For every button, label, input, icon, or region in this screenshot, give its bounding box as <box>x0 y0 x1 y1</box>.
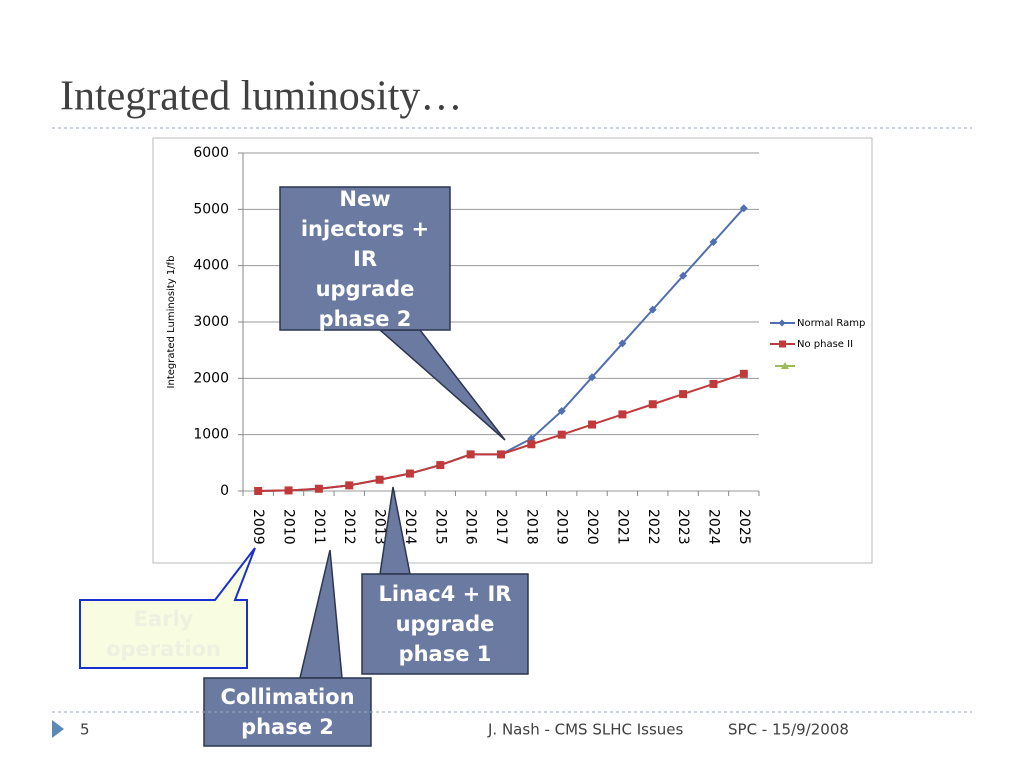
callout-text: Linac4 + IR upgrade phase 1 <box>378 582 512 666</box>
callout-text: Early operation <box>106 607 221 661</box>
y-tick-label: 1000 <box>193 427 229 443</box>
chart-frame <box>152 137 873 564</box>
x-tick-label: 2023 <box>675 509 691 545</box>
point-marker <box>679 390 688 399</box>
x-tick-label: 2021 <box>614 509 630 545</box>
point-marker <box>314 484 323 493</box>
point-marker <box>497 450 505 459</box>
footer-date: SPC - 15/9/2008 <box>728 721 849 739</box>
point-marker <box>588 420 597 429</box>
callout-box <box>279 186 451 331</box>
slide-title: Integrated luminosity… <box>60 74 462 120</box>
y-tick-label: 4000 <box>193 258 229 274</box>
y-tick-label: 6000 <box>193 145 229 161</box>
callout-tail <box>299 549 343 679</box>
point-marker <box>254 487 263 495</box>
callout-box <box>361 573 529 675</box>
callout-box <box>79 547 256 669</box>
point-marker <box>588 373 597 382</box>
point-marker <box>466 450 475 459</box>
point-marker <box>375 475 384 484</box>
point-marker <box>648 400 657 409</box>
point-marker <box>527 440 536 449</box>
point-marker <box>679 271 688 280</box>
legend-label: No phase II <box>797 339 853 350</box>
point-marker <box>557 430 566 439</box>
x-tick-label: 2017 <box>493 509 509 545</box>
point-marker <box>739 369 748 378</box>
x-tick-label: 2011 <box>311 509 327 545</box>
point-marker <box>739 204 748 213</box>
legend-marker <box>779 340 786 348</box>
x-tick-label: 2025 <box>736 509 752 545</box>
legend-marker <box>778 319 786 327</box>
point-marker <box>709 379 718 388</box>
x-tick-label: 2016 <box>463 509 479 545</box>
page-number: 5 <box>80 721 90 739</box>
point-marker <box>284 486 293 495</box>
footer-author: J. Nash - CMS SLHC Issues <box>487 721 684 739</box>
x-tick-label: 2024 <box>705 509 721 545</box>
y-tick-label: 3000 <box>193 314 229 330</box>
callout-text: New injectors + IR upgrade phase 2 <box>300 186 430 331</box>
legend-marker <box>781 362 789 369</box>
point-marker <box>405 469 414 478</box>
x-tick-label: 2014 <box>402 509 418 545</box>
y-tick-label: 0 <box>220 483 229 499</box>
bullet <box>52 720 64 738</box>
x-tick-label: 2019 <box>554 509 570 545</box>
y-tick-label: 2000 <box>193 370 229 386</box>
legend-label: Normal Ramp <box>797 318 865 329</box>
x-tick-label: 2015 <box>432 509 448 545</box>
point-marker <box>436 461 445 470</box>
point-marker <box>618 339 627 348</box>
y-tick-label: 5000 <box>193 201 229 217</box>
point-marker <box>648 305 657 314</box>
point-marker <box>345 481 354 490</box>
point-marker <box>709 238 718 247</box>
x-tick-label: 2022 <box>645 509 661 545</box>
point-marker <box>557 407 566 416</box>
x-tick-label: 2010 <box>281 509 297 545</box>
callout-text: Collimation phase 2 <box>220 685 355 739</box>
x-tick-label: 2018 <box>523 509 539 545</box>
x-tick-label: 2013 <box>372 509 388 545</box>
x-tick-label: 2020 <box>584 509 600 545</box>
point-marker <box>618 410 627 419</box>
y-axis-label: Integrated Luminosity 1/fb <box>166 256 177 389</box>
x-tick-label: 2009 <box>250 509 266 545</box>
x-tick-label: 2012 <box>341 509 357 545</box>
